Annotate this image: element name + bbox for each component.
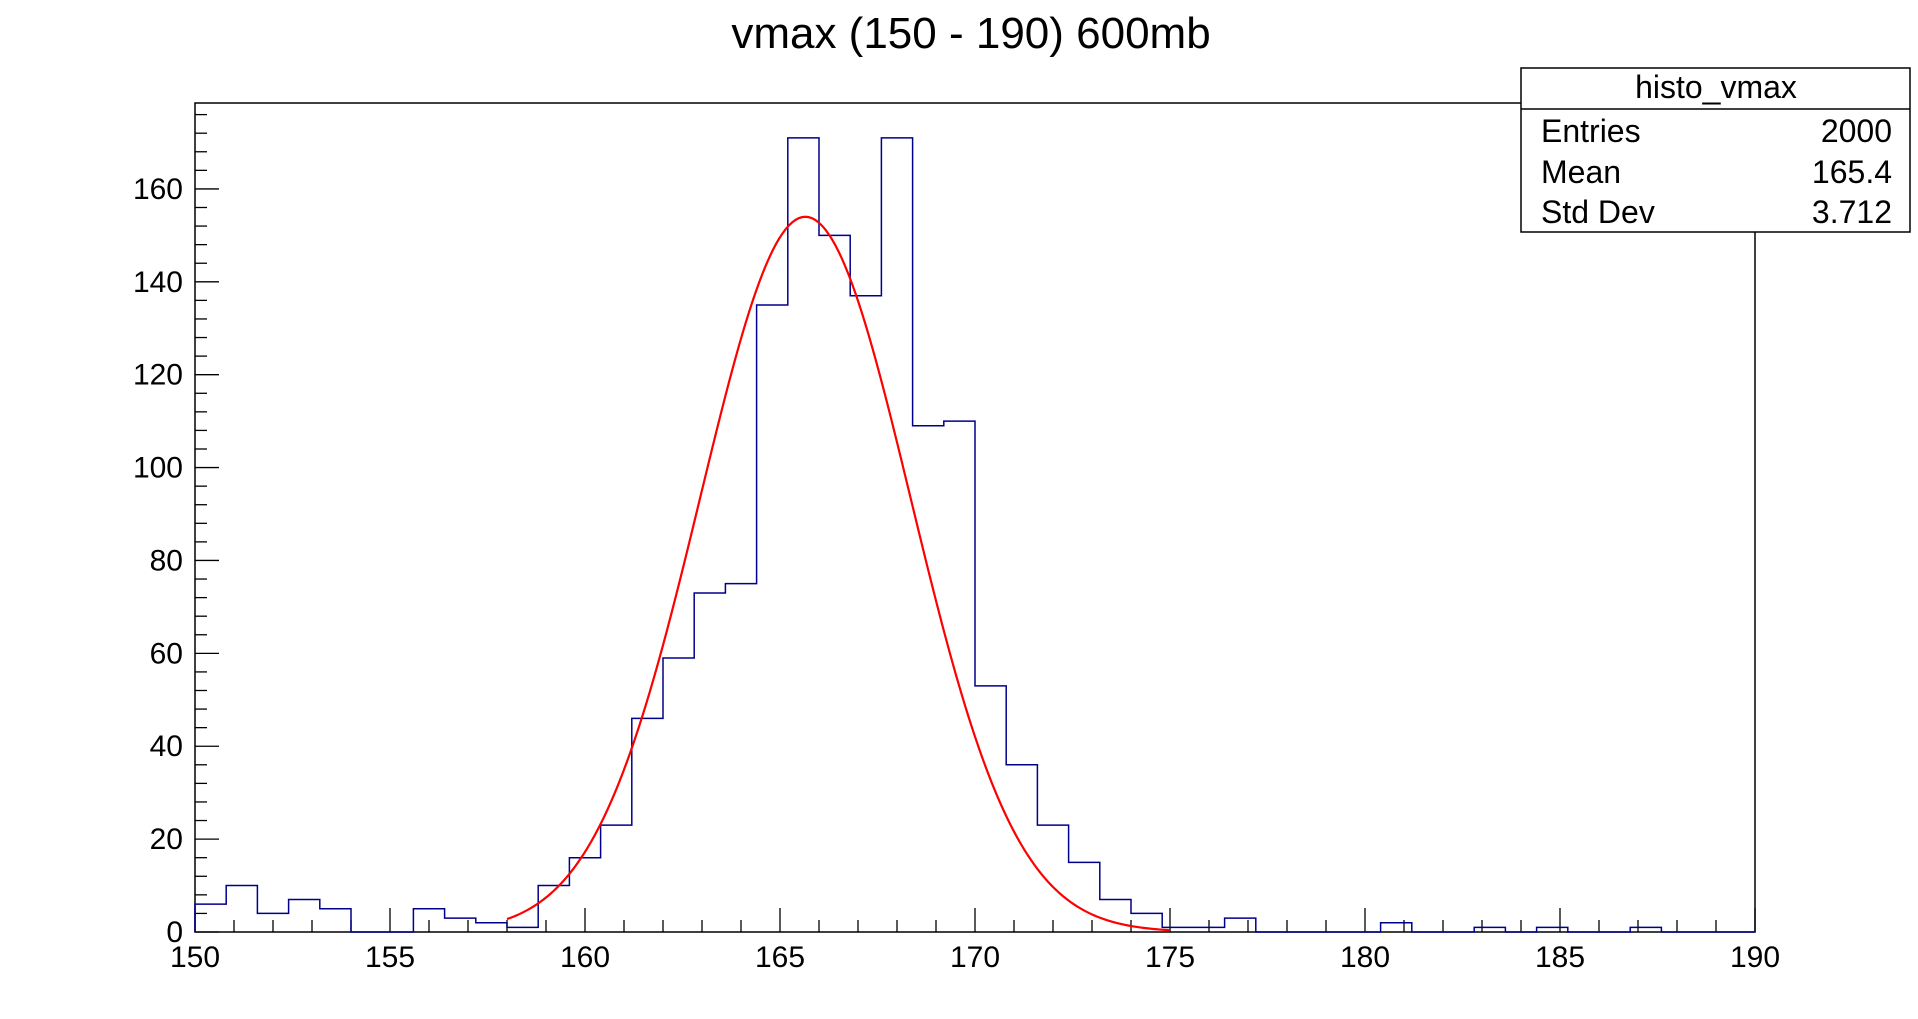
y-tick-label: 0 <box>166 916 183 949</box>
gaussian-fit-curve <box>506 215 1171 932</box>
x-tick-label: 150 <box>170 941 220 974</box>
x-tick-label: 180 <box>1340 941 1390 974</box>
x-tick-label: 190 <box>1730 941 1780 974</box>
x-tick-label: 175 <box>1145 941 1195 974</box>
y-tick-label: 40 <box>150 730 183 763</box>
y-tick-label: 20 <box>150 823 183 856</box>
y-tick-label: 140 <box>133 266 183 299</box>
stats-stddev-label: Std Dev <box>1541 194 1655 230</box>
histogram-series <box>194 137 1755 933</box>
stats-stddev-value: 3.712 <box>1812 194 1892 230</box>
x-tick-label: 160 <box>560 941 610 974</box>
y-tick-label: 160 <box>133 173 183 206</box>
stats-box-title: histo_vmax <box>1635 69 1797 105</box>
stats-entries-value: 2000 <box>1821 113 1892 149</box>
y-tick-label: 80 <box>150 544 183 577</box>
stats-box-frame <box>1520 67 1911 233</box>
x-axis: 150 155 160 165 170 175 180 185 190 <box>170 908 1780 974</box>
y-tick-label: 60 <box>150 637 183 670</box>
stats-mean-value: 165.4 <box>1812 154 1892 190</box>
chart-title: vmax (150 - 190) 600mb <box>731 9 1210 58</box>
x-tick-label: 165 <box>755 941 805 974</box>
stats-mean-label: Mean <box>1541 154 1621 190</box>
stats-entries-label: Entries <box>1541 113 1641 149</box>
x-tick-label: 170 <box>950 941 1000 974</box>
y-tick-label: 100 <box>133 452 183 485</box>
x-tick-label: 185 <box>1535 941 1585 974</box>
y-tick-label: 120 <box>133 359 183 392</box>
x-tick-label: 155 <box>365 941 415 974</box>
y-axis: 0 20 40 60 80 100 120 140 160 <box>133 113 219 949</box>
stats-box: histo_vmax Entries 2000 Mean 165.4 Std D… <box>1520 67 1911 233</box>
